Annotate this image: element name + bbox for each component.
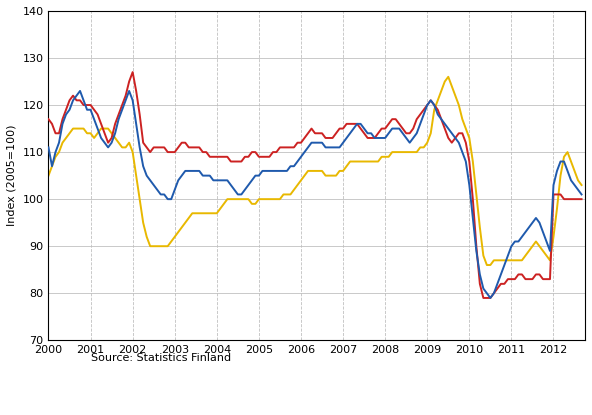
Total turnover xyxy=(494,281,501,286)
Total turnover xyxy=(561,159,568,164)
Total turnover xyxy=(83,107,91,112)
Domestic turnover xyxy=(445,74,452,79)
Total turnover xyxy=(284,168,291,173)
Export turnover xyxy=(424,103,431,107)
Y-axis label: Index (2005=100): Index (2005=100) xyxy=(7,125,17,226)
Export turnover xyxy=(578,197,585,202)
Line: Domestic turnover: Domestic turnover xyxy=(49,77,581,265)
Export turnover xyxy=(80,103,87,107)
Domestic turnover xyxy=(561,154,568,159)
Domestic turnover xyxy=(115,140,122,145)
Total turnover xyxy=(578,192,585,197)
Export turnover xyxy=(284,145,291,150)
Text: Source: Statistics Finland: Source: Statistics Finland xyxy=(91,354,231,364)
Export turnover xyxy=(129,70,136,75)
Export turnover xyxy=(494,286,501,291)
Export turnover xyxy=(480,295,487,300)
Total turnover xyxy=(424,103,431,107)
Total turnover xyxy=(487,295,494,300)
Total turnover xyxy=(118,107,126,112)
Export turnover xyxy=(561,197,568,202)
Line: Total turnover: Total turnover xyxy=(49,91,581,298)
Domestic turnover xyxy=(578,183,585,188)
Export turnover xyxy=(115,112,122,117)
Export turnover xyxy=(45,117,52,122)
Domestic turnover xyxy=(494,258,501,263)
Total turnover xyxy=(45,145,52,150)
Domestic turnover xyxy=(45,173,52,178)
Domestic turnover xyxy=(280,192,287,197)
Line: Export turnover: Export turnover xyxy=(49,72,581,298)
Domestic turnover xyxy=(483,263,490,268)
Domestic turnover xyxy=(420,145,427,150)
Domestic turnover xyxy=(80,126,87,131)
Total turnover xyxy=(76,88,83,93)
